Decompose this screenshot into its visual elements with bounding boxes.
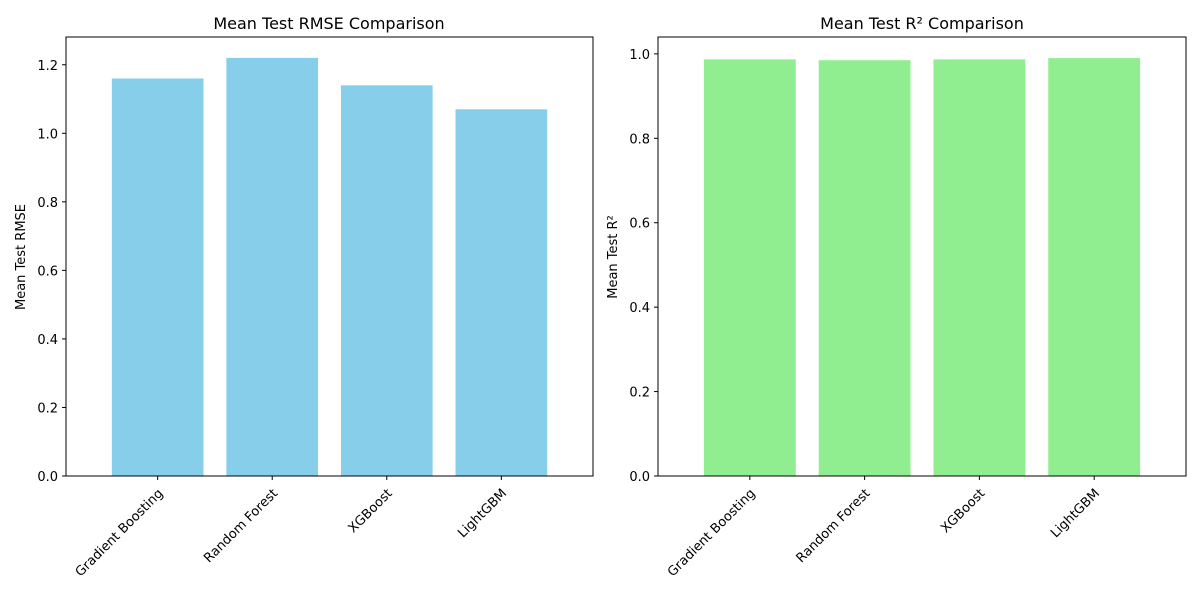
- r2-x-ticks: Gradient Boosting Random Forest XGBoost Lig…: [665, 476, 1103, 580]
- rmse-x-tick-label-2: XGBoost: [346, 486, 396, 536]
- rmse-bars: [111, 57, 548, 477]
- rmse-bar-2: [340, 85, 433, 476]
- rmse-y-ticks: 0.0 0.2 0.4 0.6 0.8 1.0 1.2: [37, 59, 66, 485]
- rmse-y-tick-label-4: 0.8: [37, 196, 58, 211]
- r2-y-tick-label-0: 0.0: [629, 470, 650, 485]
- r2-bars: [703, 58, 1141, 477]
- rmse-y-tick-label-0: 0.0: [37, 470, 58, 485]
- rmse-bar-1: [226, 57, 319, 477]
- r2-bar-3: [1048, 58, 1141, 477]
- r2-bar-1: [818, 60, 911, 476]
- r2-x-tick-label-2: XGBoost: [938, 486, 988, 536]
- rmse-x-ticks: Gradient Boosting Random Forest XGBoost Lig…: [73, 476, 510, 580]
- rmse-y-tick-label-2: 0.4: [37, 333, 58, 348]
- r2-axes-frame: [657, 36, 1187, 477]
- r2-y-tick-label-1: 0.2: [629, 386, 650, 401]
- rmse-bar-0: [111, 78, 204, 476]
- rmse-chart: Mean Test RMSE Comparison Mean Test RMSE…: [14, 14, 594, 580]
- r2-chart: Mean Test R² Comparison Mean Test R² 0.0…: [606, 14, 1187, 580]
- rmse-x-tick-label-3: LightGBM: [455, 486, 510, 541]
- r2-y-tick-label-4: 0.8: [629, 132, 650, 147]
- r2-bar-0: [703, 59, 796, 477]
- rmse-chart-title: Mean Test RMSE Comparison: [213, 14, 444, 33]
- rmse-axes-frame: [65, 36, 594, 477]
- rmse-x-tick-label-1: Random Forest: [201, 486, 281, 566]
- r2-axes-border: [657, 36, 1187, 477]
- r2-bar-2: [933, 59, 1026, 477]
- rmse-y-tick-label-1: 0.2: [37, 401, 58, 416]
- r2-x-tick-label-3: LightGBM: [1048, 486, 1103, 541]
- r2-y-ticks: 0.0 0.2 0.4 0.6 0.8 1.0: [629, 48, 658, 485]
- rmse-y-axis-label: Mean Test RMSE: [14, 204, 29, 310]
- r2-x-tick-label-1: Random Forest: [794, 486, 874, 566]
- rmse-bar-3: [455, 109, 548, 476]
- r2-y-tick-label-2: 0.4: [629, 301, 650, 316]
- r2-x-tick-label-0: Gradient Boosting: [665, 486, 759, 580]
- rmse-axes-border: [65, 36, 594, 477]
- rmse-x-tick-label-0: Gradient Boosting: [73, 486, 167, 580]
- r2-y-axis-label: Mean Test R²: [606, 215, 621, 299]
- r2-y-tick-label-5: 1.0: [629, 48, 650, 63]
- r2-chart-title: Mean Test R² Comparison: [820, 14, 1024, 33]
- r2-y-tick-label-3: 0.6: [629, 217, 650, 232]
- rmse-y-tick-label-3: 0.6: [37, 264, 58, 279]
- rmse-y-tick-label-5: 1.0: [37, 127, 58, 142]
- rmse-y-tick-label-6: 1.2: [37, 59, 58, 74]
